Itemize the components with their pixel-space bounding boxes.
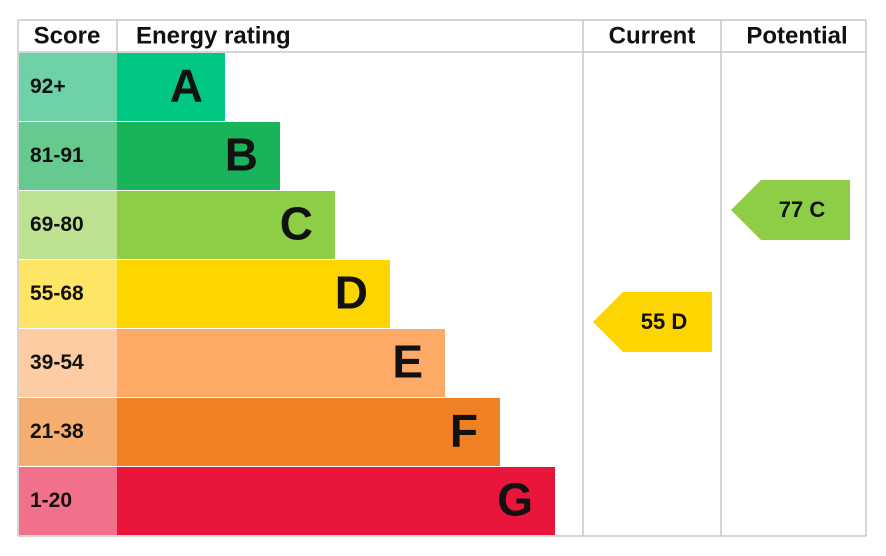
rating-bar: [117, 191, 335, 259]
rating-bar: [117, 122, 280, 190]
score-label: 92+: [30, 75, 66, 98]
score-label: 55-68: [30, 282, 84, 305]
score-label: 1-20: [30, 489, 72, 512]
rating-letter: C: [280, 198, 313, 250]
rating-bar: [117, 260, 390, 328]
score-cell: [19, 260, 117, 328]
potential-arrow: [731, 180, 850, 240]
current-arrow: [593, 292, 712, 352]
rating-letter: E: [392, 336, 423, 388]
score-cell: [19, 329, 117, 397]
score-cell: [19, 122, 117, 190]
current-label: 55 D: [641, 309, 687, 334]
rating-letter: G: [497, 474, 533, 526]
score-label: 81-91: [30, 144, 84, 167]
potential-label: 77 C: [779, 197, 826, 222]
score-cell: [19, 191, 117, 259]
rating-bar: [117, 329, 445, 397]
rating-letter: B: [225, 129, 258, 181]
score-cell: [19, 53, 117, 121]
header: Score: [34, 22, 101, 49]
rating-bar: [117, 398, 500, 466]
header: Current: [609, 22, 696, 49]
score-cell: [19, 467, 117, 535]
score-cell: [19, 398, 117, 466]
score-label: 69-80: [30, 213, 84, 236]
rating-bar: [117, 467, 555, 535]
score-label: 21-38: [30, 420, 84, 443]
header: Energy rating: [136, 22, 291, 49]
rating-letter: D: [335, 267, 368, 319]
rating-bar: [117, 53, 225, 121]
rating-letter: A: [170, 60, 203, 112]
header: Potential: [746, 22, 847, 49]
rating-letter: F: [450, 405, 478, 457]
score-label: 39-54: [30, 351, 84, 374]
